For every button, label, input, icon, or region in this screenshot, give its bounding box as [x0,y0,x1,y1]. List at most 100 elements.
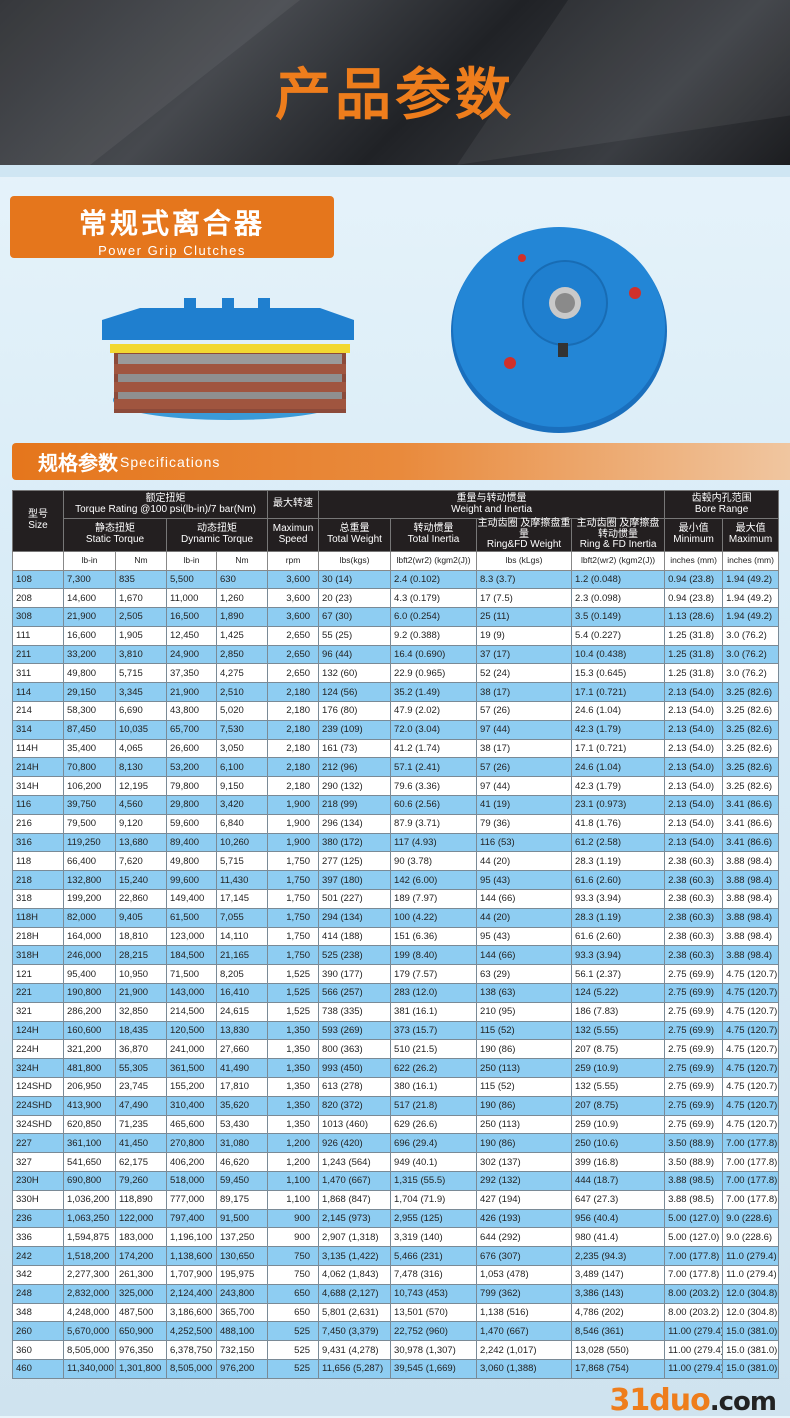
cell-static-lbin: 70,800 [63,757,116,778]
cell-bore-max: 3.41 (86.6) [722,832,780,853]
cell-ring-weight: 17 (7.5) [476,588,573,609]
cell-dynamic-lbin: 241,000 [166,1039,217,1060]
cell-static-lbin: 413,900 [63,1095,116,1116]
cell-bore-max: 3.88 (98.4) [722,907,780,928]
cell-dynamic-lbin: 79,800 [166,776,217,797]
cell-total-inertia: 60.6 (2.56) [390,795,478,815]
cell-total-inertia: 35.2 (1.49) [390,682,478,703]
cell-dynamic-lbin: 120,500 [166,1020,217,1041]
cell-bore-min: 1.25 (31.8) [664,663,724,684]
cell-static-lbin: 190,800 [63,983,116,1003]
cell-ring-inertia: 56.1 (2.37) [571,964,666,985]
cell-bore-max: 11.0 (279.4) [722,1246,780,1266]
cell-static-lbin: 5,670,000 [63,1321,116,1342]
cell-ring-weight: 302 (137) [476,1152,573,1172]
header-minimum: 最小值 Minimum [664,518,724,552]
cell-size: 124H [12,1020,64,1041]
cell-total-inertia: 373 (15.7) [390,1020,478,1041]
cell-ring-inertia: 28.3 (1.19) [571,907,666,928]
table-row: 121 95,400 10,950 71,500 8,205 1,525 390 (177)… [12,964,780,985]
cell-max-speed: 1,350 [267,1095,320,1116]
cell-ring-inertia: 42.3 (1.79) [571,776,666,797]
cell-bore-min: 2.13 (54.0) [664,719,724,740]
cell-total-inertia: 100 (4.22) [390,907,478,928]
table-row: 314 87,450 10,035 65,700 7,530 2,180 239 (109)… [12,719,780,740]
table-row: 208 14,600 1,670 11,000 1,260 3,600 20 (23) 4.3… [12,588,780,609]
cell-static-lbin: 321,200 [63,1039,116,1060]
cell-static-lbin: 160,600 [63,1020,116,1041]
cell-total-inertia: 2,955 (125) [390,1208,478,1229]
cell-max-speed: 750 [267,1246,320,1266]
table-row: 118H 82,000 9,405 61,500 7,055 1,750 294 (134)… [12,907,780,928]
cell-total-inertia: 142 (6.00) [390,870,478,891]
cell-ring-weight: 63 (29) [476,964,573,985]
cell-dynamic-nm: 1,425 [215,625,269,646]
cell-size: 460 [12,1358,64,1379]
cell-static-lbin: 1,594,875 [63,1227,116,1248]
cell-size: 327 [12,1152,64,1172]
cell-bore-min: 2.38 (60.3) [664,870,724,891]
cell-bore-min: 2.13 (54.0) [664,832,724,853]
cell-total-weight: 3,135 (1,422) [318,1246,392,1266]
cell-ring-weight: 1,470 (667) [476,1321,573,1342]
cell-max-speed: 1,750 [267,907,320,928]
cell-static-nm: 15,240 [115,870,167,891]
header-total-weight: 总重量 Total Weight [318,518,392,552]
cell-ring-inertia: 124 (5.22) [571,983,666,1003]
cell-static-nm: 62,175 [115,1152,167,1172]
cell-dynamic-nm: 27,660 [215,1039,269,1060]
cell-dynamic-nm: 31,080 [215,1133,269,1154]
cell-bore-max: 4.75 (120.7) [722,983,780,1003]
cell-total-inertia: 6.0 (0.254) [390,607,478,627]
cell-static-nm: 22,860 [115,889,167,909]
cell-ring-inertia: 93.3 (3.94) [571,945,666,966]
cell-dynamic-nm: 3,050 [215,738,269,759]
cell-static-lbin: 620,850 [63,1114,116,1135]
cell-static-nm: 174,200 [115,1246,167,1266]
cell-static-lbin: 29,150 [63,682,116,703]
cell-total-inertia: 41.2 (1.74) [390,738,478,759]
cell-max-speed: 3,600 [267,569,320,590]
table-row: 224H 321,200 36,870 241,000 27,660 1,350 800 (… [12,1039,780,1060]
cell-bore-min: 2.13 (54.0) [664,701,724,721]
cell-dynamic-lbin: 361,500 [166,1058,217,1079]
table-row: 348 4,248,000 487,500 3,186,600 365,700 650 5,… [12,1302,780,1323]
cell-ring-weight: 799 (362) [476,1283,573,1304]
cell-ring-inertia: 41.8 (1.76) [571,813,666,834]
cell-total-weight: 820 (372) [318,1095,392,1116]
cell-total-weight: 239 (109) [318,719,392,740]
cell-bore-min: 2.13 (54.0) [664,757,724,778]
cell-bore-max: 3.88 (98.4) [722,870,780,891]
cell-dynamic-nm: 41,490 [215,1058,269,1079]
cell-max-speed: 650 [267,1302,320,1323]
cell-ring-inertia: 61.2 (2.58) [571,832,666,853]
cell-total-inertia: 5,466 (231) [390,1246,478,1266]
cell-static-lbin: 58,300 [63,701,116,721]
cell-ring-weight: 95 (43) [476,870,573,891]
cell-total-weight: 593 (269) [318,1020,392,1041]
cell-static-nm: 71,235 [115,1114,167,1135]
table-row: 224SHD 413,900 47,490 310,400 35,620 1,350 820… [12,1095,780,1116]
cell-ring-inertia: 132 (5.55) [571,1077,666,1097]
cell-dynamic-lbin: 65,700 [166,719,217,740]
cell-dynamic-lbin: 49,800 [166,851,217,872]
cell-max-speed: 2,180 [267,738,320,759]
cell-ring-weight: 138 (63) [476,983,573,1003]
cell-total-weight: 30 (14) [318,569,392,590]
cell-bore-min: 8.00 (203.2) [664,1302,724,1323]
cell-size: 208 [12,588,64,609]
cell-dynamic-lbin: 16,500 [166,607,217,627]
cell-bore-min: 2.13 (54.0) [664,682,724,703]
cell-total-weight: 176 (80) [318,701,392,721]
table-row: 342 2,277,300 261,300 1,707,900 195,975 750 4,… [12,1264,780,1285]
cell-total-inertia: 380 (16.1) [390,1077,478,1097]
cell-ring-weight: 44 (20) [476,851,573,872]
cell-ring-weight: 190 (86) [476,1133,573,1154]
cell-static-nm: 18,435 [115,1020,167,1041]
cell-ring-inertia: 8,546 (361) [571,1321,666,1342]
cell-bore-max: 3.88 (98.4) [722,926,780,947]
cell-static-nm: 976,350 [115,1340,167,1360]
cell-bore-max: 3.88 (98.4) [722,889,780,909]
clutch-front-image [451,227,667,433]
cell-bore-max: 3.0 (76.2) [722,644,780,665]
